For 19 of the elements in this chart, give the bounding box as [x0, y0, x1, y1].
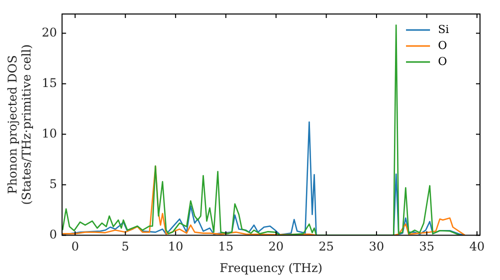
y-axis-title: Phonon projected DOS (States/THz·primitive cell): [5, 44, 34, 205]
x-tick-label: 5: [122, 240, 130, 254]
y-tick-label: 0: [49, 227, 58, 242]
x-tick-label: 35: [419, 240, 434, 254]
legend-label: Si: [438, 22, 450, 36]
x-axis-title: Frequency (THz): [220, 260, 322, 275]
y-tick-label: 15: [42, 76, 58, 90]
x-tick-label: 10: [168, 240, 184, 254]
x-tick-label: 40: [469, 240, 485, 254]
y-tick-label: 10: [42, 126, 58, 140]
legend-label: O: [438, 38, 448, 52]
x-tick-label: 20: [268, 240, 284, 254]
y-tick-label: 20: [42, 25, 58, 40]
x-tick-label: 25: [318, 240, 334, 254]
legend-label: O: [438, 54, 448, 68]
x-tick-label: 15: [218, 240, 234, 254]
x-tick-label: 0: [71, 240, 79, 254]
y-tick-label: 5: [49, 176, 58, 191]
x-tick-label: 30: [368, 240, 384, 254]
